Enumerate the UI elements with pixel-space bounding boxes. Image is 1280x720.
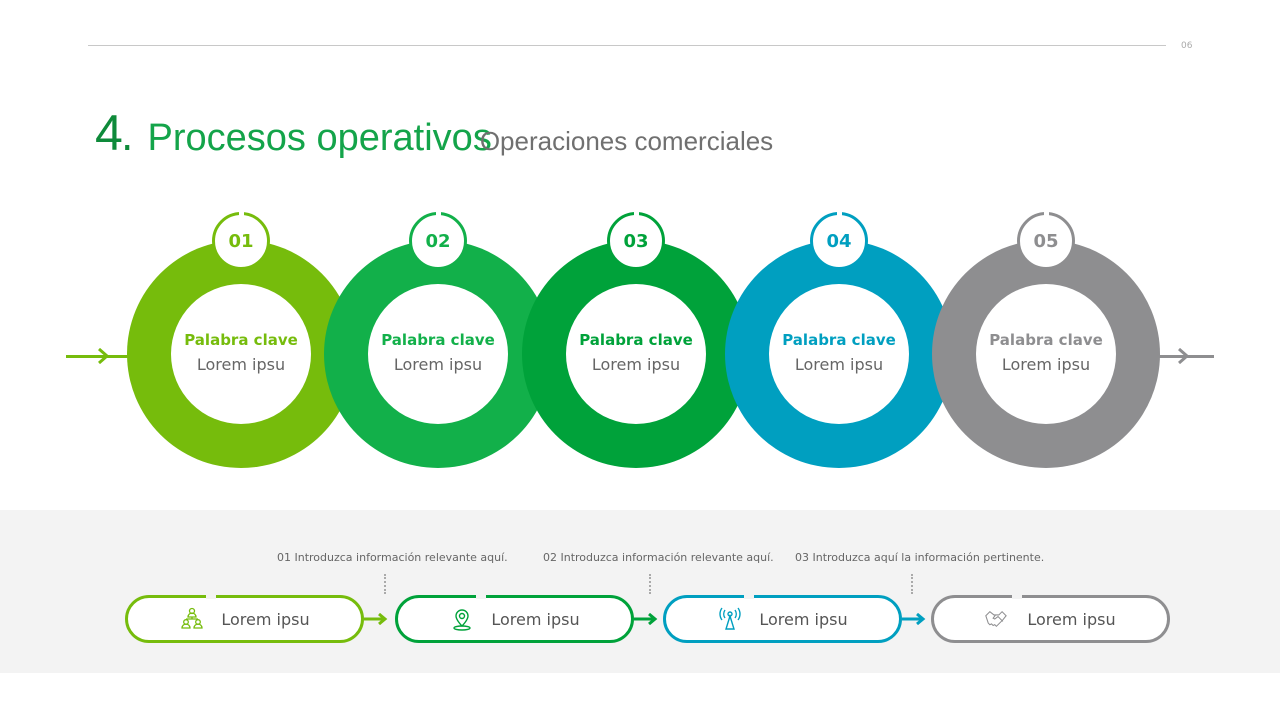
step-circle-1: Palabra clave Lorem ipsu [127, 240, 355, 468]
step-pill-4: Lorem ipsu [931, 594, 1170, 643]
step-text: Lorem ipsu [591, 354, 681, 374]
step-keyword: Palabra clave [579, 330, 693, 349]
dotted-connector [384, 574, 386, 594]
flow-in-arrow [66, 355, 130, 358]
arrow-head-icon [98, 348, 110, 364]
step-inner: Palabra clave Lorem ipsu [566, 284, 706, 424]
step-inner: Palabra clave Lorem ipsu [171, 284, 311, 424]
step-text: Lorem ipsu [794, 354, 884, 374]
arrow-right-icon [364, 613, 388, 625]
page-title: 4 . Procesos operativos Operaciones come… [95, 104, 773, 162]
pill-label: Lorem ipsu [1027, 609, 1116, 629]
step-inner: Palabra clave Lorem ipsu [976, 284, 1116, 424]
step-keyword: Palabra clave [184, 330, 298, 349]
top-divider [88, 45, 1166, 46]
step-keyword: Palabra clave [782, 330, 896, 349]
step-text: Lorem ipsu [196, 354, 286, 374]
arrow-head-icon [1178, 348, 1190, 364]
step-inner: Palabra clave Lorem ipsu [368, 284, 508, 424]
location-pin-icon [449, 606, 475, 632]
step-badge-1: 01 [212, 211, 270, 270]
pill-label: Lorem ipsu [491, 609, 580, 629]
pill-label: Lorem ipsu [221, 609, 310, 629]
step-circle-2: Palabra clave Lorem ipsu [324, 240, 552, 468]
step-badge-5: 05 [1017, 211, 1075, 270]
step-text: Lorem ipsu [393, 354, 483, 374]
step-text: Lorem ipsu [1001, 354, 1091, 374]
arrow-right-icon [634, 613, 658, 625]
step-keyword: Palabra clave [381, 330, 495, 349]
step-badge-4: 04 [810, 211, 868, 270]
note-3: 03 Introduzca aquí la información pertin… [795, 551, 1045, 564]
dotted-connector [911, 574, 913, 594]
step-circle-5: Palabra clave Lorem ipsu [932, 240, 1160, 468]
note-1: 01 Introduzca información relevante aquí… [277, 551, 508, 564]
subtitle-text: Operaciones comerciales [479, 126, 774, 156]
step-circle-4: Palabra clave Lorem ipsu [725, 240, 953, 468]
step-keyword: Palabra clave [989, 330, 1103, 349]
step-pill-1: Lorem ipsu [125, 594, 364, 643]
dotted-connector [649, 574, 651, 594]
step-badge-2: 02 [409, 211, 467, 270]
step-badge-3: 03 [607, 211, 665, 270]
antenna-icon [717, 606, 743, 632]
step-pill-3: Lorem ipsu [663, 594, 902, 643]
team-hierarchy-icon [179, 606, 205, 632]
arrow-right-icon [902, 613, 926, 625]
section-dot: . [120, 114, 134, 160]
page-number: 06 [1181, 41, 1193, 51]
step-inner: Palabra clave Lorem ipsu [769, 284, 909, 424]
step-circle-3: Palabra clave Lorem ipsu [522, 240, 750, 468]
note-2: 02 Introduzca información relevante aquí… [543, 551, 774, 564]
title-text: Procesos operativos [147, 117, 492, 159]
timeline-band [0, 510, 1280, 673]
section-number: 4 [95, 105, 123, 161]
step-pill-2: Lorem ipsu [395, 594, 634, 643]
handshake-icon [985, 606, 1011, 632]
pill-label: Lorem ipsu [759, 609, 848, 629]
